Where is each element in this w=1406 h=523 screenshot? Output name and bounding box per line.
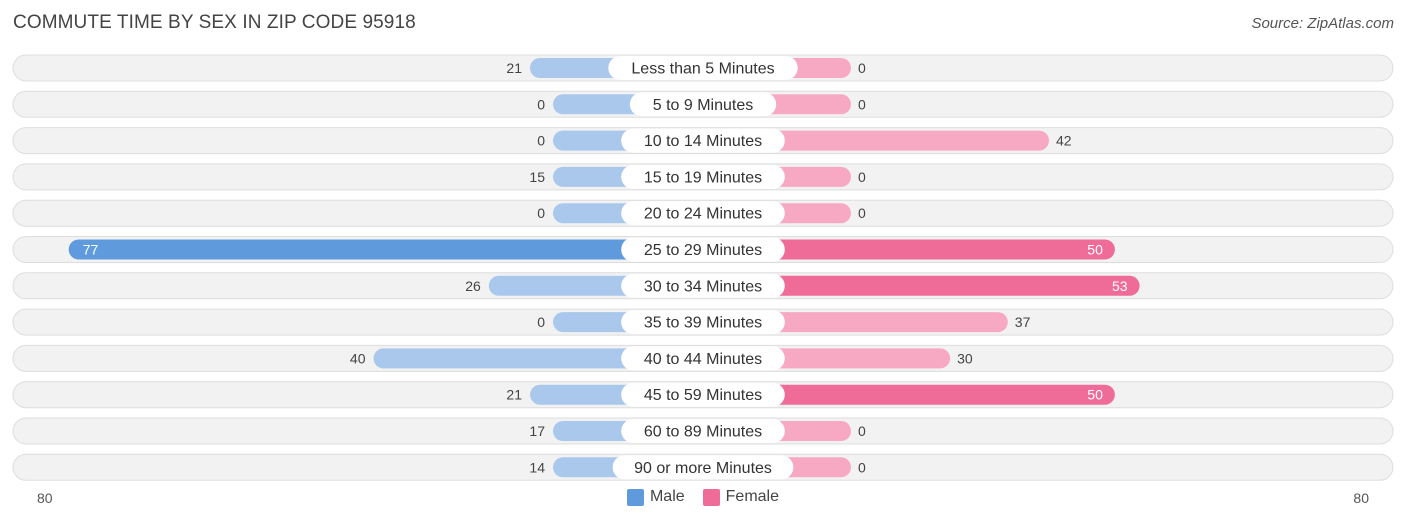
category-label-bg <box>612 455 794 480</box>
axis-left-label: 80 <box>37 490 53 506</box>
category-label: 20 to 24 Minutes <box>644 206 762 223</box>
value-label-male: 15 <box>529 169 545 185</box>
legend-label-male: Male <box>649 488 685 505</box>
value-label-male: 14 <box>529 459 545 475</box>
category-label: 40 to 44 Minutes <box>644 351 762 368</box>
value-label-male: 40 <box>350 350 366 366</box>
bar-female <box>703 239 1115 260</box>
bar-male <box>68 239 703 260</box>
value-label-female: 0 <box>858 96 866 112</box>
legend: Male Female <box>0 488 1406 506</box>
value-label-female: 30 <box>957 350 973 366</box>
value-label-male: 0 <box>537 205 545 221</box>
category-label: 5 to 9 Minutes <box>653 97 754 114</box>
value-label-female: 0 <box>858 169 866 185</box>
category-label-bg <box>621 164 785 189</box>
value-label-female: 0 <box>858 60 866 76</box>
value-label-female: 0 <box>858 459 866 475</box>
axis-right-label: 80 <box>1353 490 1369 506</box>
value-label-female: 42 <box>1056 133 1072 149</box>
value-label-male: 26 <box>465 278 481 294</box>
category-label-bg <box>621 237 785 262</box>
legend-swatch-male <box>626 488 644 506</box>
category-label-bg <box>621 346 785 371</box>
bar-male <box>373 348 703 369</box>
source-note: Source: ZipAtlas.com <box>1251 15 1394 32</box>
bar-female <box>703 275 1140 296</box>
category-label-bg <box>621 273 785 298</box>
value-label-female: 50 <box>1087 242 1103 258</box>
category-label-bg <box>608 56 798 80</box>
category-label-bg <box>621 310 785 335</box>
value-label-female: 0 <box>858 205 866 221</box>
legend-item-female[interactable]: Female <box>702 488 780 506</box>
legend-label-female: Female <box>725 488 780 505</box>
value-label-male: 77 <box>83 242 99 258</box>
value-label-female: 0 <box>858 423 866 439</box>
category-label: 45 to 59 Minutes <box>644 387 762 404</box>
bar-female <box>703 130 1049 151</box>
value-label-male: 21 <box>506 387 522 403</box>
value-label-female: 50 <box>1087 387 1103 403</box>
category-label: 15 to 19 Minutes <box>644 169 762 186</box>
value-label-female: 53 <box>1112 278 1128 294</box>
category-label-bg <box>621 419 785 443</box>
category-label: 90 or more Minutes <box>634 460 772 477</box>
category-label-bg <box>621 201 785 226</box>
category-label: 35 to 39 Minutes <box>644 315 762 332</box>
bar-female <box>703 384 1115 405</box>
chart-title: COMMUTE TIME BY SEX IN ZIP CODE 95918 <box>13 12 416 33</box>
value-label-male: 21 <box>506 60 522 76</box>
legend-item-male[interactable]: Male <box>626 488 685 506</box>
category-label: 60 to 89 Minutes <box>644 424 762 441</box>
category-label: 10 to 14 Minutes <box>644 133 762 150</box>
value-label-female: 37 <box>1015 314 1031 330</box>
category-label-bg <box>621 128 785 153</box>
legend-swatch-female <box>702 488 720 506</box>
value-label-male: 0 <box>537 133 545 149</box>
category-label-bg <box>621 382 785 407</box>
category-label: 25 to 29 Minutes <box>644 242 762 259</box>
value-label-male: 17 <box>529 423 545 439</box>
value-label-male: 0 <box>537 314 545 330</box>
category-label: 30 to 34 Minutes <box>644 278 762 295</box>
value-label-male: 0 <box>537 96 545 112</box>
category-label-bg <box>629 92 777 117</box>
category-label: Less than 5 Minutes <box>631 61 774 78</box>
